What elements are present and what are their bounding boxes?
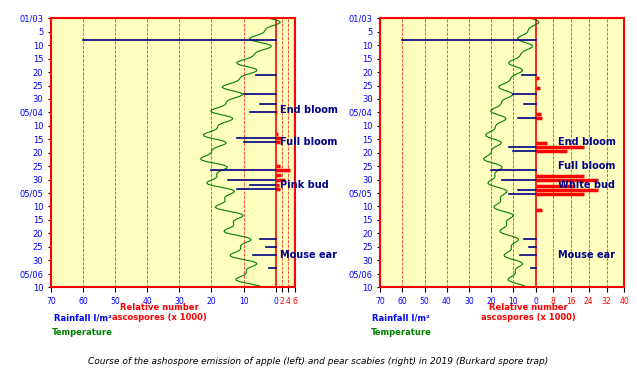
Text: Relative number
ascospores (x 1000): Relative number ascospores (x 1000) — [112, 303, 206, 322]
Text: White bud: White bud — [558, 180, 615, 190]
Text: Temperature: Temperature — [371, 328, 432, 337]
Text: Full bloom: Full bloom — [558, 161, 615, 171]
Text: Full bloom: Full bloom — [280, 137, 338, 147]
Text: Rainfall l/m²: Rainfall l/m² — [54, 313, 111, 322]
Text: Temperature: Temperature — [52, 328, 113, 337]
Text: Rainfall l/m²: Rainfall l/m² — [373, 313, 430, 322]
Text: Pink bud: Pink bud — [280, 180, 329, 190]
Text: End bloom: End bloom — [280, 105, 338, 115]
Text: Relative number
ascospores (x 1000): Relative number ascospores (x 1000) — [482, 303, 576, 322]
Text: Course of the ashospore emission of apple (left) and pear scabies (right) in 201: Course of the ashospore emission of appl… — [89, 357, 548, 366]
Text: Mouse ear: Mouse ear — [280, 250, 338, 260]
Text: Mouse ear: Mouse ear — [558, 250, 615, 260]
Text: End bloom: End bloom — [558, 137, 615, 147]
